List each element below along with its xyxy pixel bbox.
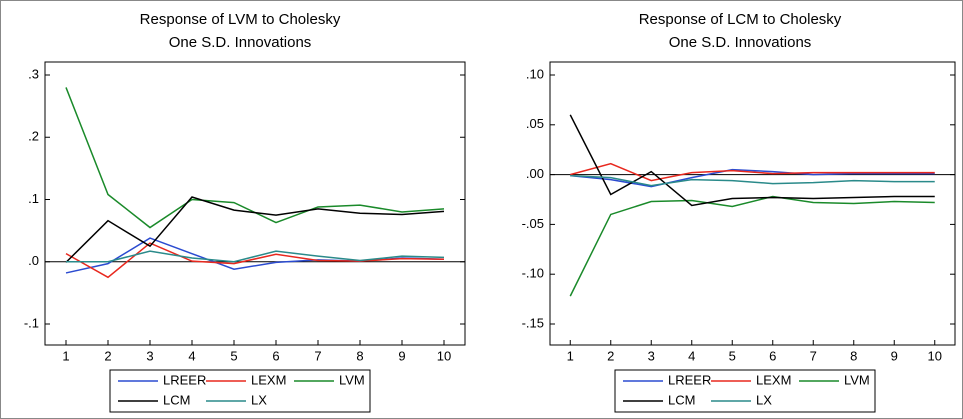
series-line [65,196,445,263]
x-tick-label: 6 [272,348,279,363]
x-tick-label: 5 [230,348,237,363]
x-tick-label: 8 [850,348,857,363]
legend-label: LREER [668,372,711,387]
chart-title: Response of LVM to Cholesky [140,11,341,28]
x-tick-label: 7 [810,348,817,363]
legend-label: LEXM [756,372,791,387]
x-tick-label: 4 [188,348,195,363]
legend-box [614,369,876,413]
y-tick-label: -.10 [522,266,544,281]
legend-label: LCM [163,392,190,407]
series-line [66,250,445,263]
y-tick-label: -.05 [522,216,544,231]
y-tick-label: .10 [526,66,544,81]
x-tick-label: 4 [688,348,695,363]
y-tick-label: .05 [526,116,544,131]
legend-label: LVM [339,372,365,387]
x-tick-label: 1 [62,348,69,363]
x-tick-label: 6 [769,348,776,363]
legend-box [109,369,371,413]
y-tick-label: .3 [28,66,39,81]
plot-area [549,61,956,346]
legend-label: LVM [844,372,870,387]
x-tick-label: 10 [928,348,942,363]
x-tick-label: 10 [437,348,451,363]
plot-area [44,61,466,346]
x-tick-label: 8 [356,348,363,363]
x-tick-label: 9 [398,348,405,363]
chart-subtitle: One S.D. Innovations [169,34,312,51]
legend-label: LCM [668,392,695,407]
legend-label: LX [756,392,772,407]
y-tick-label: -.1 [24,315,39,330]
chart-subtitle: One S.D. Innovations [669,34,812,51]
y-tick-label: .2 [28,129,39,144]
series-line [65,242,445,279]
series-line [570,162,935,182]
x-tick-label: 2 [104,348,111,363]
y-tick-label: .0 [28,253,39,268]
x-tick-label: 3 [648,348,655,363]
legend-label: LEXM [251,372,286,387]
y-tick-label: .1 [28,191,39,206]
legend-label: LREER [163,372,206,387]
x-tick-label: 1 [567,348,574,363]
x-tick-label: 2 [607,348,614,363]
legend-label: LX [251,392,267,407]
x-tick-label: 9 [891,348,898,363]
series-line [570,174,935,187]
x-tick-label: 5 [729,348,736,363]
x-tick-label: 3 [146,348,153,363]
series-line [569,195,935,297]
x-tick-label: 7 [314,348,321,363]
y-tick-label: .00 [526,166,544,181]
chart-title: Response of LCM to Cholesky [639,11,842,28]
series-line [569,114,935,207]
y-tick-label: -.15 [522,315,544,330]
